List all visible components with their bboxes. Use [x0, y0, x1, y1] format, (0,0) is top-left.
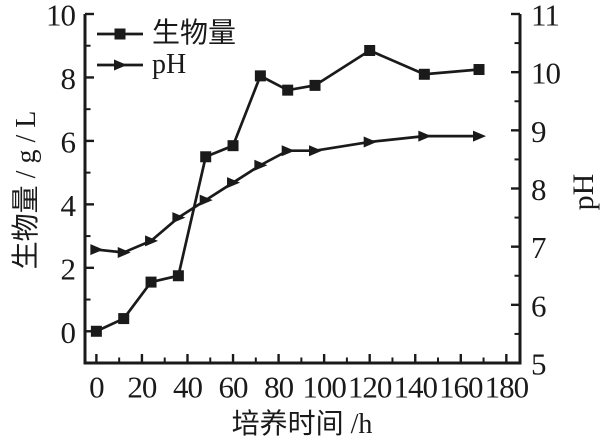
- series-marker: [309, 145, 323, 157]
- series-marker: [363, 136, 377, 148]
- series-biomass: [90, 44, 485, 337]
- legend-label: 生物量: [152, 18, 237, 49]
- y-right-tick-label: 11: [531, 0, 559, 33]
- y-left-tick-label: 4: [61, 188, 77, 223]
- y-left-tick-label: 2: [61, 251, 76, 286]
- x-tick-label: 100: [302, 369, 346, 404]
- series-marker: [227, 140, 239, 152]
- legend-marker-triangle-right-icon: [97, 59, 143, 71]
- x-tick-label: 20: [127, 369, 157, 404]
- y-left-tick-label: 0: [61, 315, 76, 350]
- x-tick-label: 60: [219, 369, 249, 404]
- x-tick-label: 120: [348, 369, 392, 404]
- series-marker: [227, 177, 241, 189]
- y-right-tick-label: 6: [531, 288, 546, 323]
- series-marker: [200, 151, 212, 163]
- series-marker: [281, 145, 295, 157]
- legend: 生物量 pH: [97, 19, 236, 80]
- y-left-tick-label: 10: [46, 0, 76, 33]
- series-marker: [145, 276, 157, 288]
- legend-item-ph: pH: [97, 50, 236, 80]
- series-marker: [172, 212, 186, 224]
- x-tick-label: 0: [89, 369, 104, 404]
- y-axis-left-title: 生物量 / g / L: [11, 110, 42, 270]
- series-marker: [473, 130, 487, 142]
- y-right-tick-label: 9: [531, 114, 546, 149]
- series-marker: [172, 270, 184, 282]
- series-marker: [118, 313, 130, 325]
- series-marker: [199, 194, 213, 206]
- x-axis-title: 培养时间 /h: [231, 409, 373, 440]
- y-left-tick-label: 6: [61, 124, 76, 159]
- series-marker: [473, 64, 485, 76]
- series-ph: [90, 130, 487, 258]
- x-tick-label: 180: [485, 369, 529, 404]
- y-right-tick-label: 10: [531, 56, 561, 91]
- series-line: [95, 48, 480, 333]
- y-axis-right-title: pH: [567, 173, 600, 211]
- series-marker: [90, 244, 104, 256]
- y-right-tick-label: 7: [531, 230, 546, 265]
- x-tick-label: 80: [264, 369, 294, 404]
- x-tick-label: 160: [439, 369, 483, 404]
- legend-marker-square-icon: [97, 28, 143, 40]
- y-right-tick-label: 5: [531, 347, 546, 382]
- series-marker: [254, 159, 268, 171]
- series-marker: [282, 84, 294, 96]
- legend-item-biomass: 生物量: [97, 19, 236, 49]
- x-tick-label: 40: [173, 369, 203, 404]
- series-marker: [145, 235, 159, 247]
- series-marker: [309, 79, 321, 91]
- legend-marker: [114, 59, 127, 71]
- series-marker: [418, 68, 430, 80]
- legend-label: pH: [152, 49, 187, 80]
- y-right-tick-label: 8: [531, 172, 546, 207]
- series-marker: [254, 70, 266, 82]
- series-marker: [418, 130, 432, 142]
- series-marker: [90, 325, 102, 337]
- legend-marker: [114, 28, 126, 40]
- x-tick-label: 140: [393, 369, 437, 404]
- series-marker: [117, 246, 131, 258]
- series-marker: [364, 44, 376, 56]
- y-left-tick-label: 8: [61, 61, 76, 96]
